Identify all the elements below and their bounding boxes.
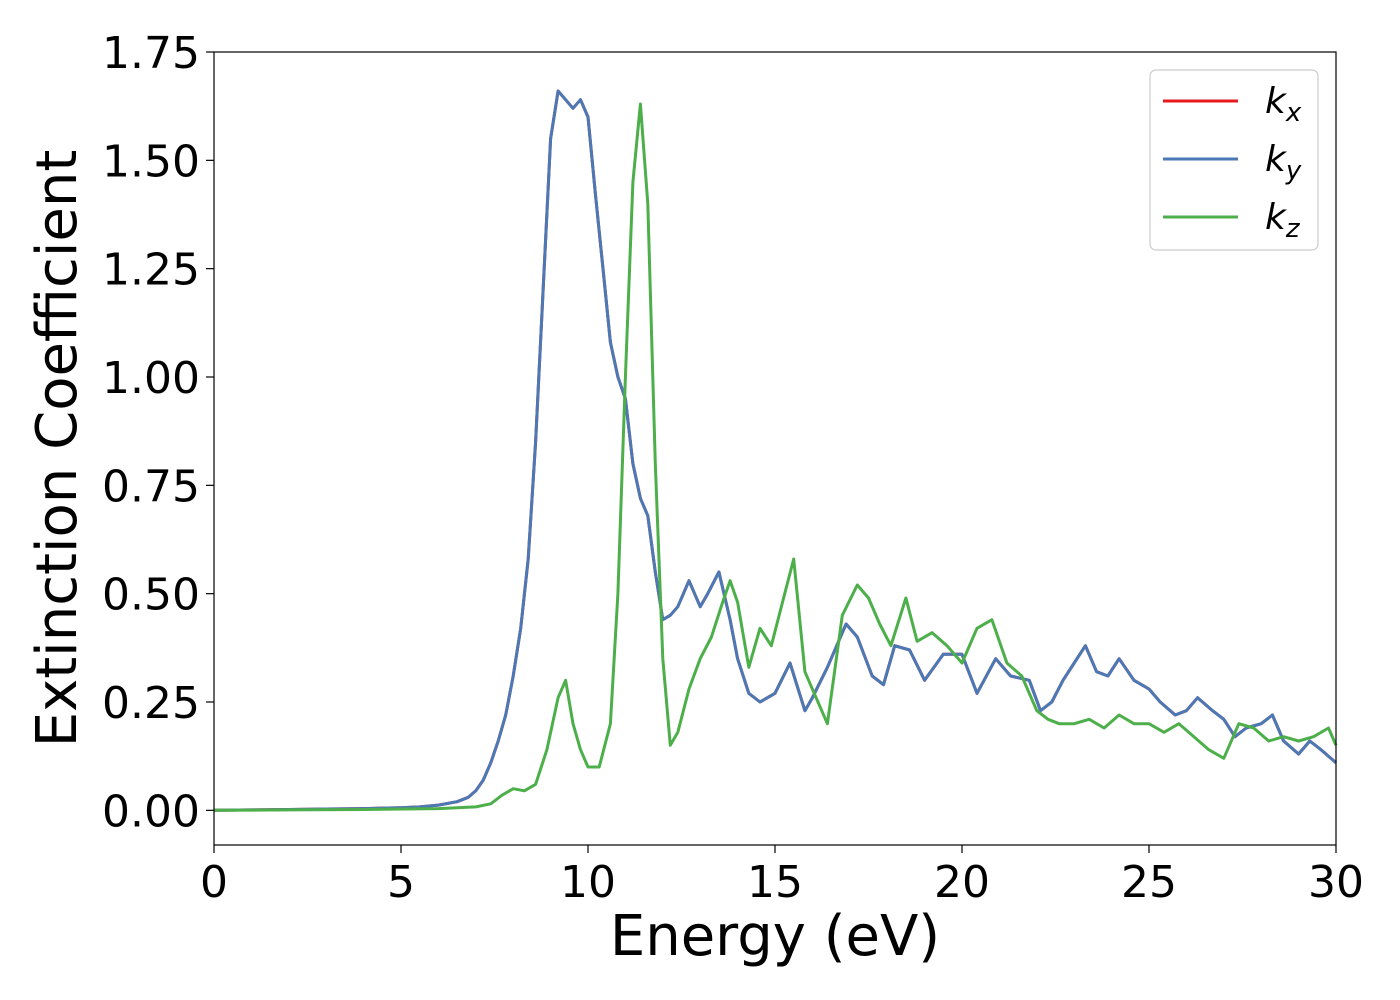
series-line-k-z [213, 102, 1338, 812]
y-tick-label: 0.25 [102, 678, 200, 729]
y-tick-label: 0.00 [102, 786, 200, 837]
x-tick-label: 20 [934, 857, 990, 908]
x-tick-label: 15 [747, 857, 803, 908]
plot-lines [213, 89, 1338, 812]
y-tick-label: 1.50 [102, 136, 200, 187]
y-axis-title: Extinction Coefficient [25, 150, 90, 748]
x-tick-label: 0 [200, 857, 228, 908]
y-tick-label: 0.75 [102, 461, 200, 512]
x-axis-title: Energy (eV) [610, 904, 940, 969]
y-tick-label: 1.75 [102, 28, 200, 79]
axis-ticks: 0 5 10 15 20 25 30 0.00 0.25 0.50 0.75 1.00 1.25 1.50… [102, 28, 1364, 908]
legend-label: ky [1265, 139, 1302, 186]
x-tick-label: 30 [1308, 857, 1364, 908]
series-line-k-y [213, 89, 1337, 812]
legend: kx ky kz [1149, 69, 1319, 251]
y-tick-label: 1.25 [102, 245, 200, 296]
x-tick-label: 10 [560, 857, 616, 908]
y-tick-label: 0.50 [102, 570, 200, 621]
legend-label: kx [1265, 81, 1302, 128]
y-tick-label: 1.00 [102, 353, 200, 404]
x-tick-label: 5 [387, 857, 415, 908]
legend-label: kz [1265, 197, 1301, 244]
x-tick-label: 25 [1121, 857, 1177, 908]
